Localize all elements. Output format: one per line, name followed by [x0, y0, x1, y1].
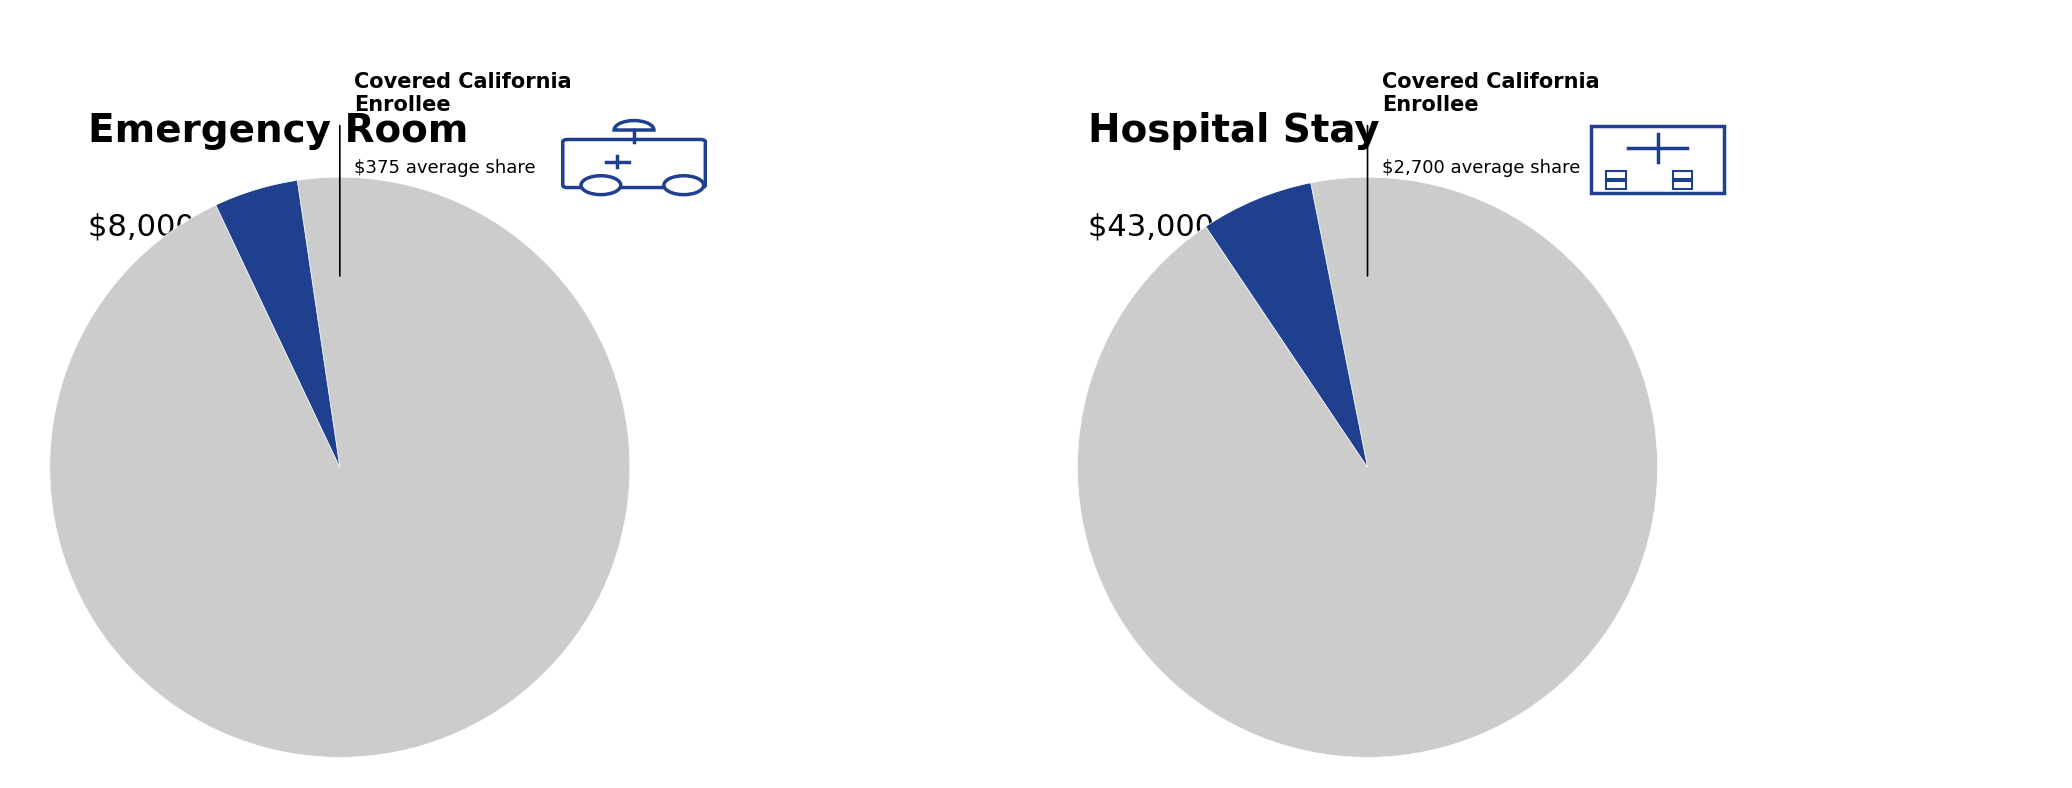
Text: Emergency Room: Emergency Room: [87, 113, 468, 151]
Wedge shape: [50, 177, 630, 757]
Bar: [1606, 181, 1627, 189]
Wedge shape: [1206, 183, 1368, 467]
Wedge shape: [1077, 177, 1658, 757]
Text: $8,000 average charge: $8,000 average charge: [87, 213, 443, 242]
Bar: [1672, 171, 1693, 179]
Circle shape: [580, 176, 622, 195]
Bar: [1672, 181, 1693, 189]
Wedge shape: [613, 121, 655, 130]
Text: Covered California
Enrollee: Covered California Enrollee: [1382, 72, 1600, 115]
Circle shape: [663, 176, 704, 195]
Text: $2,700 average share: $2,700 average share: [1382, 159, 1581, 177]
Text: $375 average share: $375 average share: [354, 159, 537, 177]
Text: Covered California
Enrollee: Covered California Enrollee: [354, 72, 572, 115]
Text: Hospital Stay: Hospital Stay: [1088, 113, 1380, 151]
Wedge shape: [215, 180, 340, 467]
FancyBboxPatch shape: [564, 139, 704, 188]
FancyBboxPatch shape: [1591, 126, 1724, 193]
Bar: [1606, 171, 1627, 179]
Text: $43,000 average charge: $43,000 average charge: [1088, 213, 1463, 242]
